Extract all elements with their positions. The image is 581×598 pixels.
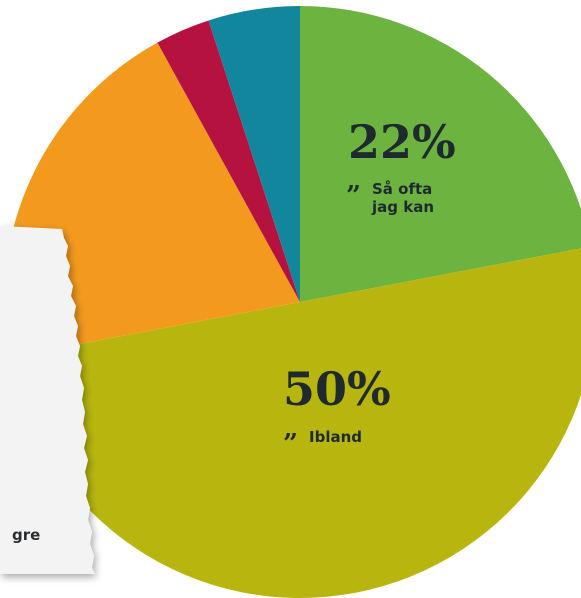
paper-note: gre — [0, 226, 95, 574]
slice-label-line-sa_ofta: jag kan — [371, 198, 434, 216]
slice-label-ibland: 50% ” Ibland — [283, 362, 391, 459]
pie-slice-ibland — [9, 248, 581, 598]
quote-icon: ” — [346, 181, 361, 211]
slice-percent-ibland: 50% — [283, 362, 391, 416]
paper-note-text: gre — [12, 526, 40, 544]
pie-slices — [3, 6, 581, 598]
slice-label-line-ibland: Ibland — [309, 428, 362, 446]
pie-slice-teal — [208, 6, 300, 302]
paper-note-shape — [0, 226, 95, 574]
slice-label-line-sa_ofta: Så ofta — [372, 180, 432, 198]
slice-percent-sa_ofta: 22% — [348, 115, 456, 169]
pie-slice-sa_ofta — [300, 6, 581, 302]
pie-slice-red — [157, 20, 300, 303]
pie-slice-orange — [3, 42, 300, 358]
quote-icon: ” — [283, 429, 298, 459]
